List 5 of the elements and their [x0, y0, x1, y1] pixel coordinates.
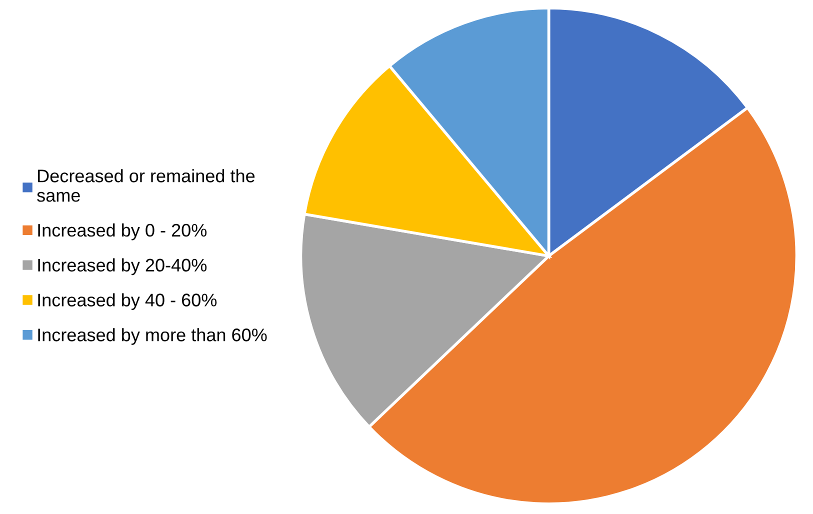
legend-label: Increased by 0 - 20% — [38, 223, 207, 240]
legend-label: Increased by 40 - 60% — [38, 293, 217, 310]
legend-label: Decreased or remained the same — [37, 169, 255, 202]
legend-label: Increased by more than 60% — [38, 328, 267, 345]
legend-label: Increased by 20-40% — [38, 258, 207, 276]
